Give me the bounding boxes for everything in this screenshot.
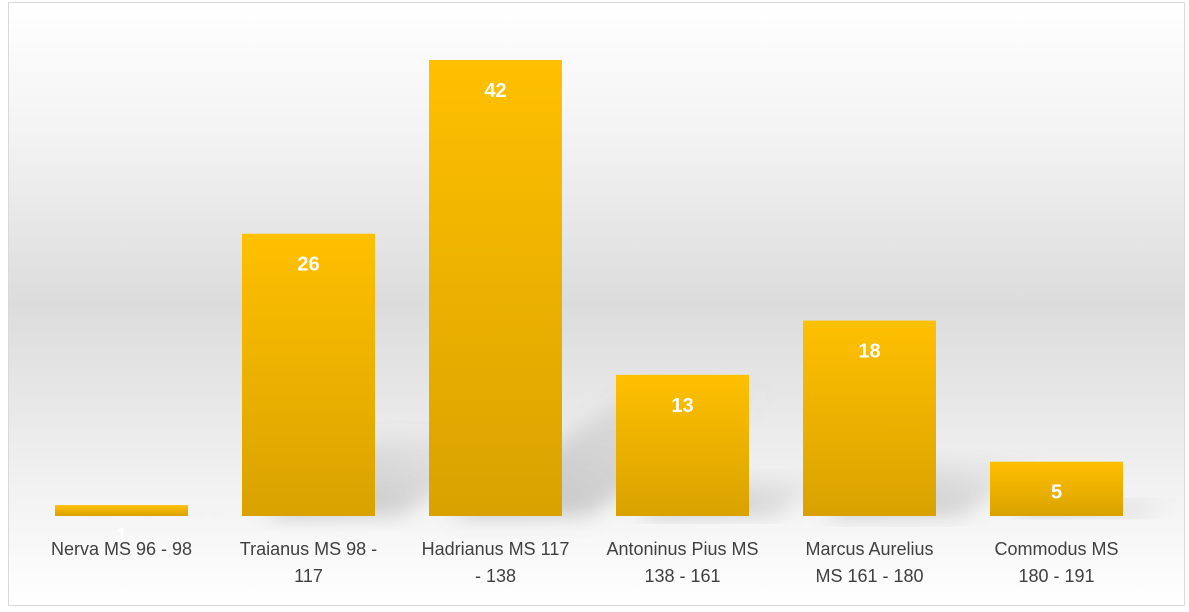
category-label-line: Traianus MS 98 -: [240, 539, 377, 559]
category-label: Marcus Aurelius MS 161 - 180: [805, 539, 933, 586]
category-label: Nerva MS 96 - 98: [51, 539, 192, 559]
category-label-line: MS 161 - 180: [815, 566, 923, 586]
bar: [616, 374, 749, 516]
data-label: 13: [671, 395, 693, 417]
category-label-line: Antoninus Pius MS: [606, 539, 758, 559]
data-label: 42: [484, 80, 506, 102]
bars: [55, 60, 1123, 516]
category-label-line: - 138: [475, 566, 516, 586]
data-labels: 1 26 42 13 18 5: [116, 80, 1062, 547]
category-label: Hadrianus MS 117 - 138: [422, 539, 570, 586]
bar: [242, 233, 375, 516]
category-label-line: 117: [294, 566, 323, 586]
category-label-line: 180 - 191: [1018, 566, 1094, 586]
category-label-line: Hadrianus MS 117: [422, 539, 570, 559]
bar: [429, 60, 562, 516]
category-label: Traianus MS 98 - 117: [240, 539, 377, 586]
category-label: Commodus MS 180 - 191: [994, 539, 1118, 586]
category-label: Antoninus Pius MS 138 - 161: [606, 539, 758, 586]
bar: [990, 461, 1123, 516]
category-label-line: Marcus Aurelius: [805, 539, 933, 559]
bar: [803, 320, 936, 516]
category-label-line: Commodus MS: [994, 539, 1118, 559]
data-label: 1: [116, 525, 127, 547]
data-label: 18: [858, 341, 880, 363]
bar: [55, 505, 188, 516]
category-label-line: Nerva MS 96 - 98: [51, 539, 192, 559]
data-label: 26: [297, 254, 319, 276]
data-label: 5: [1051, 482, 1062, 504]
category-label-line: 138 - 161: [644, 566, 720, 586]
category-labels: Nerva MS 96 - 98 Traianus MS 98 - 117 Hadri…: [51, 539, 1119, 586]
